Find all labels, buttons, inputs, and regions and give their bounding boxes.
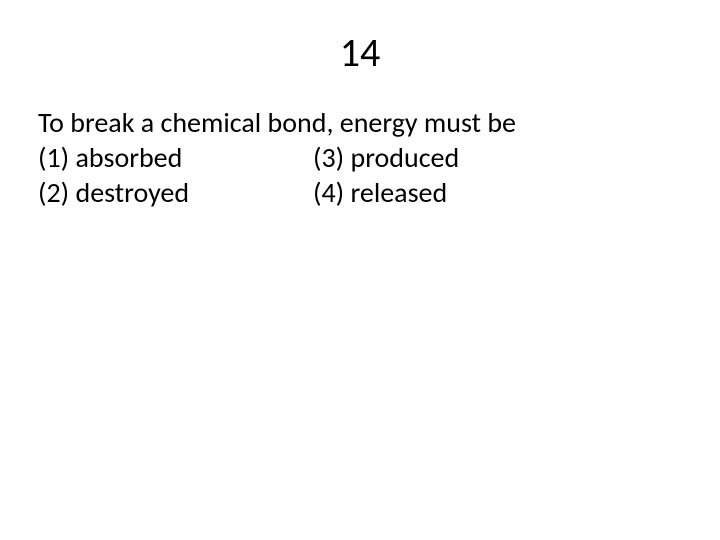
- options-row-2: (2) destroyed (4) released: [38, 175, 682, 210]
- option-3: (3) produced: [313, 140, 682, 175]
- option-4: (4) released: [313, 175, 682, 210]
- option-1: (1) absorbed: [38, 140, 313, 175]
- question-stem: To break a chemical bond, energy must be: [38, 105, 682, 140]
- option-2: (2) destroyed: [38, 175, 313, 210]
- question-block: To break a chemical bond, energy must be…: [0, 105, 720, 210]
- slide-number-title: 14: [0, 0, 720, 105]
- options-row-1: (1) absorbed (3) produced: [38, 140, 682, 175]
